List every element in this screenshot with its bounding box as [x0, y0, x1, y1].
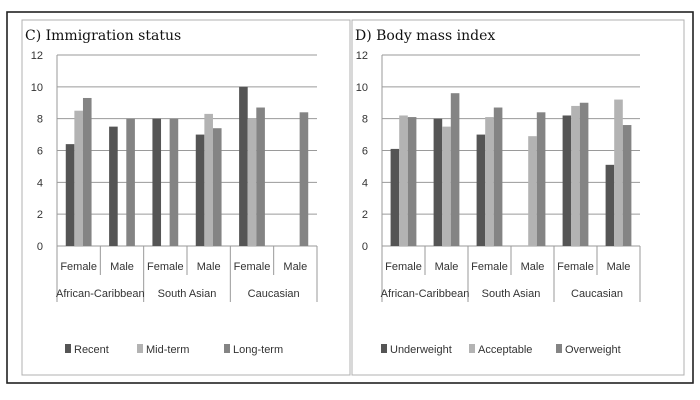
bar-recent-male-african-caribbean	[109, 126, 118, 246]
legend-label-acceptable: Acceptable	[478, 344, 532, 356]
bar-long-term-male-caucasian	[299, 112, 309, 246]
bar-underweight-male-african-caribbean	[433, 118, 443, 246]
bar-acceptable-male-caucasian	[614, 99, 623, 246]
legend-swatch-long-term	[224, 344, 230, 353]
bar-underweight-female-south-asian	[476, 134, 486, 246]
y-tick-label: 2	[362, 209, 368, 221]
bar-recent-female-caucasian	[239, 86, 248, 246]
legend-label-recent: Recent	[74, 344, 109, 356]
group-label: Caucasian	[571, 288, 623, 300]
bar-mid-term-female-african-caribbean	[74, 110, 83, 246]
bar-underweight-male-caucasian	[605, 164, 615, 246]
category-label: Male	[197, 261, 221, 273]
y-tick-label: 4	[362, 177, 368, 189]
group-label: South Asian	[482, 288, 541, 300]
legend-swatch-recent	[65, 344, 71, 353]
bar-long-term-female-caucasian	[256, 107, 265, 247]
y-tick-label: 8	[362, 114, 368, 126]
bar-acceptable-female-caucasian	[571, 105, 580, 246]
legend-label-long-term: Long-term	[233, 344, 283, 356]
y-tick-label: 6	[37, 146, 43, 158]
category-label: Male	[521, 261, 545, 273]
y-tick-label: 10	[356, 82, 368, 94]
bar-mid-term-male-south-asian	[204, 113, 213, 247]
category-label: Male	[110, 261, 134, 273]
bar-recent-male-south-asian	[195, 134, 205, 246]
bar-long-term-male-south-asian	[212, 128, 222, 246]
legend-label-underweight: Underweight	[390, 344, 452, 356]
bar-overweight-female-south-asian	[493, 107, 503, 247]
chart-title: D) Body mass index	[355, 28, 495, 44]
legend-swatch-acceptable	[469, 344, 475, 353]
bar-overweight-male-african-caribbean	[450, 93, 460, 246]
y-tick-label: 12	[31, 50, 43, 62]
category-label: Female	[385, 261, 422, 273]
legend-swatch-overweight	[556, 344, 562, 353]
y-tick-label: 8	[37, 114, 43, 126]
bar-mid-term-female-caucasian	[247, 118, 257, 246]
category-label: Female	[60, 261, 97, 273]
category-label: Female	[147, 261, 184, 273]
y-tick-label: 12	[356, 50, 368, 62]
category-label: Male	[283, 261, 307, 273]
bar-long-term-female-south-asian	[169, 118, 179, 246]
legend-label-mid-term: Mid-term	[146, 344, 189, 356]
panel-immigration-status: C) Immigration status 0 2 4 6 8 10 12 Female Male…	[21, 19, 351, 376]
bar-acceptable-female-south-asian	[485, 117, 494, 246]
group-label: South Asian	[158, 288, 217, 300]
group-label: African-Caribbean	[381, 288, 470, 300]
bar-recent-female-south-asian	[152, 118, 162, 246]
chart-title: C) Immigration status	[25, 28, 181, 44]
category-label: Female	[471, 261, 508, 273]
bar-acceptable-female-african-caribbean	[399, 115, 408, 246]
bar-underweight-female-caucasian	[562, 115, 572, 246]
y-tick-label: 6	[362, 146, 368, 158]
legend-label-overweight: Overweight	[565, 344, 621, 356]
bar-long-term-male-african-caribbean	[126, 118, 135, 246]
y-tick-label: 4	[37, 177, 43, 189]
y-tick-label: 0	[362, 241, 368, 253]
bar-overweight-female-caucasian	[579, 102, 589, 246]
bar-overweight-female-african-caribbean	[407, 117, 417, 246]
legend-swatch-mid-term	[137, 344, 143, 353]
legend-swatch-underweight	[381, 344, 387, 353]
category-label: Female	[234, 261, 271, 273]
outer-frame	[6, 11, 694, 384]
bar-recent-female-african-caribbean	[65, 144, 75, 246]
category-label: Male	[607, 261, 631, 273]
category-label: Male	[435, 261, 459, 273]
bar-overweight-male-caucasian	[622, 125, 632, 246]
bar-acceptable-male-african-caribbean	[442, 126, 451, 246]
y-tick-label: 10	[31, 82, 43, 94]
panel-body-mass-index: D) Body mass index 0 2 4 6 8 10 12 Female Male Fem…	[351, 19, 685, 376]
bar-acceptable-male-south-asian	[528, 136, 537, 246]
bar-long-term-female-african-caribbean	[82, 97, 92, 246]
group-label: Caucasian	[248, 288, 300, 300]
bar-underweight-female-african-caribbean	[390, 148, 400, 246]
y-tick-label: 2	[37, 209, 43, 221]
category-label: Female	[557, 261, 594, 273]
bar-overweight-male-south-asian	[536, 112, 546, 246]
y-tick-label: 0	[37, 241, 43, 253]
group-label: African-Caribbean	[56, 288, 145, 300]
